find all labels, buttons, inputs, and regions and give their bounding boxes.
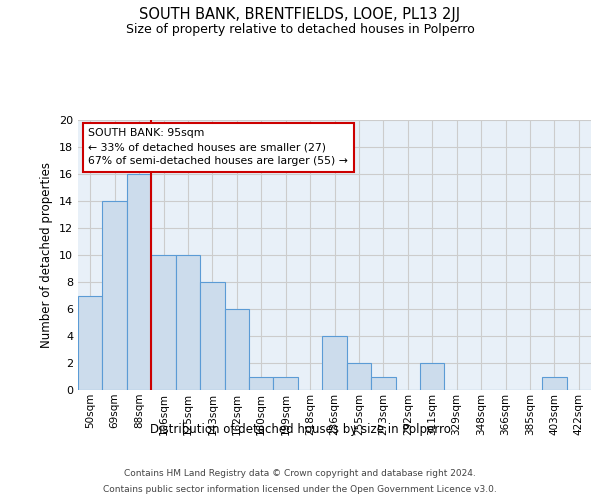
Bar [274,376,298,390]
Text: SOUTH BANK: 95sqm
← 33% of detached houses are smaller (27)
67% of semi-detached: SOUTH BANK: 95sqm ← 33% of detached hous… [88,128,348,166]
Text: Distribution of detached houses by size in Polperro: Distribution of detached houses by size … [149,422,451,436]
Text: Contains public sector information licensed under the Open Government Licence v3: Contains public sector information licen… [103,485,497,494]
Text: SOUTH BANK, BRENTFIELDS, LOOE, PL13 2JJ: SOUTH BANK, BRENTFIELDS, LOOE, PL13 2JJ [139,8,461,22]
Bar [224,309,249,390]
Text: Contains HM Land Registry data © Crown copyright and database right 2024.: Contains HM Land Registry data © Crown c… [124,469,476,478]
Bar [127,174,151,390]
Bar [249,376,274,390]
Bar [176,255,200,390]
Bar [78,296,103,390]
Bar [151,255,176,390]
Y-axis label: Number of detached properties: Number of detached properties [40,162,53,348]
Bar [371,376,395,390]
Bar [347,363,371,390]
Text: Size of property relative to detached houses in Polperro: Size of property relative to detached ho… [125,22,475,36]
Bar [420,363,445,390]
Bar [322,336,347,390]
Bar [200,282,224,390]
Bar [103,201,127,390]
Bar [542,376,566,390]
